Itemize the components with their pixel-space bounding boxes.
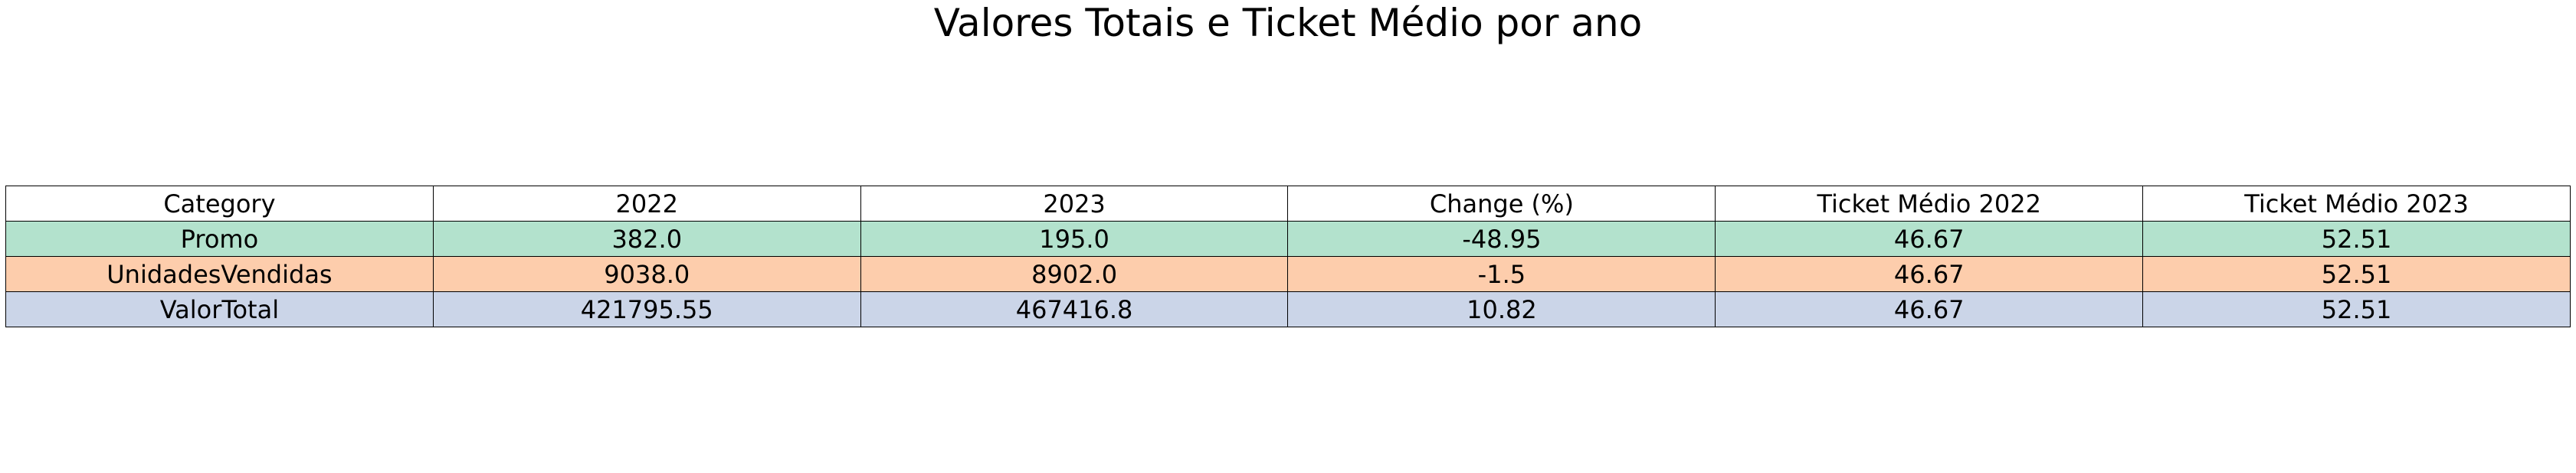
table-cell: 195.0 (860, 221, 1289, 257)
row-label-cell: UnidadesVendidas (5, 256, 434, 292)
table-header-row: Category 2022 2023 Change (%) Ticket Médio 2… (5, 186, 2571, 222)
table-cell: 46.67 (1715, 291, 2144, 327)
chart-title: Valores Totais e Ticket Médio por ano (933, 1, 1643, 45)
row-label-cell: ValorTotal (5, 291, 434, 327)
table-row: Promo 382.0 195.0 -48.95 46.67 52.51 (5, 221, 2571, 257)
table-cell: -1.5 (1287, 256, 1716, 292)
table-cell: 467416.8 (860, 291, 1289, 327)
row-label-cell: Promo (5, 221, 434, 257)
table-cell: 52.51 (2142, 256, 2571, 292)
column-header: 2023 (860, 186, 1289, 222)
table-cell: 421795.55 (432, 291, 861, 327)
table-cell: -48.95 (1287, 221, 1716, 257)
column-header: 2022 (432, 186, 861, 222)
table-cell: 46.67 (1715, 256, 2144, 292)
column-header: Ticket Médio 2022 (1715, 186, 2144, 222)
column-header: Ticket Médio 2023 (2142, 186, 2571, 222)
table-cell: 52.51 (2142, 221, 2571, 257)
table-cell: 10.82 (1287, 291, 1716, 327)
table-row: UnidadesVendidas 9038.0 8902.0 -1.5 46.67 52.… (5, 256, 2571, 292)
table-cell: 9038.0 (432, 256, 861, 292)
table-body: Promo 382.0 195.0 -48.95 46.67 52.51 UnidadesV… (5, 221, 2571, 327)
table-row: ValorTotal 421795.55 467416.8 10.82 46.67 52.… (5, 291, 2571, 327)
data-table-container: Category 2022 2023 Change (%) Ticket Médio 2… (5, 186, 2571, 327)
column-header: Change (%) (1287, 186, 1716, 222)
table-cell: 382.0 (432, 221, 861, 257)
table-cell: 8902.0 (860, 256, 1289, 292)
table-cell: 52.51 (2142, 291, 2571, 327)
data-table: Category 2022 2023 Change (%) Ticket Médio 2… (5, 186, 2571, 327)
table-cell: 46.67 (1715, 221, 2144, 257)
column-header: Category (5, 186, 434, 222)
